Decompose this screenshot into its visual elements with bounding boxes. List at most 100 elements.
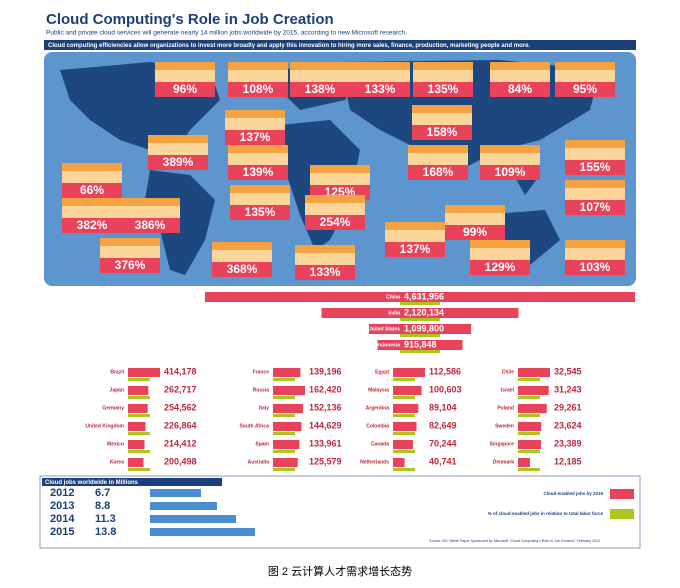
country-bar bbox=[128, 422, 146, 431]
callout-body bbox=[212, 250, 272, 262]
callout-body bbox=[350, 70, 410, 82]
country-bar bbox=[518, 404, 547, 413]
callout-header bbox=[565, 140, 625, 148]
country-value: 100,603 bbox=[429, 384, 462, 394]
country-value: 200,498 bbox=[164, 456, 197, 466]
callout-value-bg bbox=[413, 82, 473, 97]
country-bar bbox=[273, 404, 303, 413]
country-name: United Kingdom bbox=[85, 423, 124, 429]
callout-body bbox=[62, 171, 122, 183]
country-value: 226,864 bbox=[164, 420, 197, 430]
callout-value: 84% bbox=[508, 82, 532, 96]
callout-header bbox=[350, 62, 410, 70]
top-sub bbox=[400, 318, 440, 321]
top-country: China bbox=[386, 294, 400, 300]
callout-header bbox=[565, 240, 625, 248]
country-bar bbox=[273, 386, 305, 395]
callout-body bbox=[310, 173, 370, 185]
callout-body bbox=[555, 70, 615, 82]
callout-value-bg bbox=[490, 82, 550, 97]
country-sub bbox=[273, 378, 295, 381]
callout-header bbox=[565, 180, 625, 188]
country-name: Australia bbox=[248, 459, 270, 465]
country-name: Russia bbox=[253, 387, 270, 393]
legend-label: % of cloud-enabled jobs in relation to t… bbox=[488, 511, 604, 516]
callout-value: 129% bbox=[485, 260, 516, 274]
callout-header bbox=[480, 145, 540, 153]
country-bar bbox=[518, 458, 530, 467]
country-sub bbox=[393, 396, 415, 399]
worldwide-box bbox=[39, 475, 641, 549]
year: 2013 bbox=[50, 500, 74, 512]
callout-value: 108% bbox=[243, 82, 274, 96]
country-sub bbox=[273, 468, 295, 471]
country-sub bbox=[128, 432, 150, 435]
callout-body bbox=[295, 253, 355, 265]
year-bar bbox=[150, 528, 255, 536]
callout-value: 137% bbox=[240, 130, 271, 144]
country-value: 32,545 bbox=[554, 366, 582, 376]
legend-swatch bbox=[610, 489, 634, 499]
callout-value: 96% bbox=[173, 82, 197, 96]
country-sub bbox=[273, 396, 295, 399]
year-bar bbox=[150, 502, 217, 510]
country-name: Denmark bbox=[493, 459, 515, 465]
country-name: Korea bbox=[110, 459, 124, 465]
country-name: Sweden bbox=[495, 423, 514, 429]
country-bar bbox=[128, 368, 160, 377]
country-sub bbox=[128, 414, 150, 417]
subtitle: Public and private cloud services will g… bbox=[46, 30, 407, 37]
callout-value: 386% bbox=[135, 218, 166, 232]
banner: Cloud computing efficiencies allow organ… bbox=[48, 43, 530, 49]
worldwide-title-bg bbox=[42, 478, 222, 486]
country-bar bbox=[128, 458, 144, 467]
callout-header bbox=[155, 62, 215, 70]
country-name: Netherlands bbox=[360, 459, 389, 465]
country-bar bbox=[518, 422, 542, 431]
callout-body bbox=[155, 70, 215, 82]
callout-body bbox=[470, 248, 530, 260]
callout-body bbox=[445, 213, 505, 225]
country-sub bbox=[518, 414, 540, 417]
country-sub bbox=[393, 414, 415, 417]
callout-value: 135% bbox=[428, 82, 459, 96]
callout-value-bg bbox=[445, 225, 505, 240]
top-value: 4,631,956 bbox=[404, 291, 444, 301]
callout-header bbox=[148, 135, 208, 143]
country-value: 139,196 bbox=[309, 366, 342, 376]
country-value: 152,136 bbox=[309, 402, 342, 412]
callout-header bbox=[100, 238, 160, 246]
callout-value: 376% bbox=[115, 258, 146, 272]
callout-header bbox=[228, 145, 288, 153]
year-value: 13.8 bbox=[95, 526, 116, 538]
country-value: 29,261 bbox=[554, 402, 582, 412]
legend-swatch bbox=[610, 509, 634, 519]
country-name: Malaysia bbox=[368, 387, 389, 393]
country-value: 414,178 bbox=[164, 366, 197, 376]
country-value: 70,244 bbox=[429, 438, 457, 448]
callout-body bbox=[565, 248, 625, 260]
country-bar bbox=[273, 458, 298, 467]
country-name: France bbox=[253, 369, 270, 375]
country-name: Japan bbox=[110, 387, 124, 393]
country-name: Brazil bbox=[110, 369, 124, 375]
callout-value-bg bbox=[295, 265, 355, 280]
callout-value-bg bbox=[62, 183, 122, 198]
callout-value: 107% bbox=[580, 200, 611, 214]
callout-body bbox=[305, 203, 365, 215]
callout-value-bg bbox=[565, 160, 625, 175]
callout-value-bg bbox=[565, 260, 625, 275]
callout-body bbox=[100, 246, 160, 258]
country-name: Germany bbox=[102, 405, 124, 411]
top-sub bbox=[400, 350, 440, 353]
country-bar bbox=[128, 386, 149, 395]
country-value: 133,961 bbox=[309, 438, 342, 448]
country-bar bbox=[393, 404, 419, 413]
callout-value: 382% bbox=[77, 218, 108, 232]
country-sub bbox=[393, 378, 415, 381]
country-name: Singapore bbox=[490, 441, 515, 447]
callout-value: 139% bbox=[243, 165, 274, 179]
country-name: Italy bbox=[259, 405, 269, 411]
callout-value-bg bbox=[228, 82, 288, 97]
